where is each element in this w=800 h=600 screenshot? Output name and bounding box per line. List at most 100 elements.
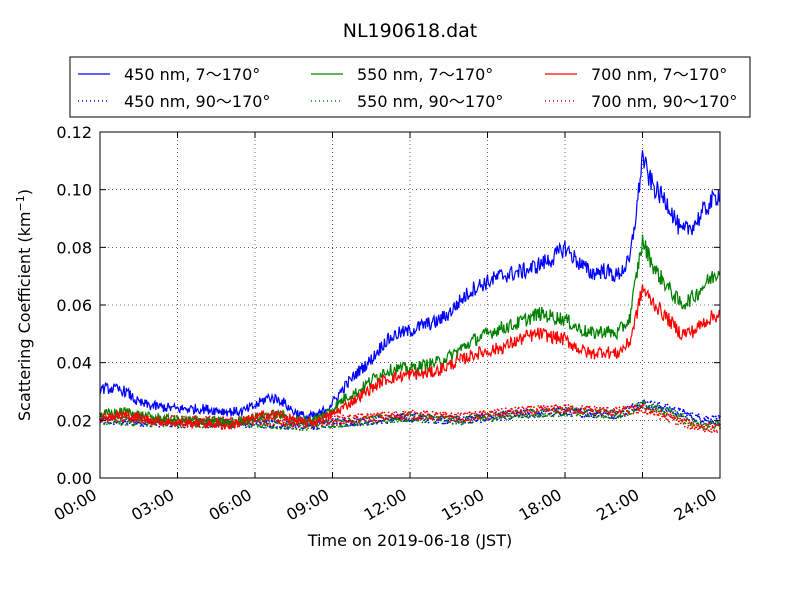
data-point [527,417,530,419]
data-point [696,424,699,427]
data-point [269,422,272,425]
data-point [609,410,612,412]
data-point [644,411,647,413]
data-point [611,417,614,420]
data-point [500,411,502,414]
data-point [611,411,614,414]
data-point [471,422,473,424]
data-point [353,417,356,420]
data-point [643,399,646,402]
data-point [694,414,697,417]
data-point [286,423,289,426]
data-point [318,422,321,425]
data-point [108,422,111,425]
data-point [338,425,340,428]
data-point [409,419,411,422]
y-tick-label: 0.08 [56,238,92,257]
data-point [120,424,123,426]
data-point [429,415,431,418]
data-point [280,425,283,428]
data-point [391,412,393,415]
data-point [646,401,649,404]
data-point [504,411,506,414]
data-point [394,418,397,421]
data-point [443,420,446,422]
data-point [596,412,599,415]
data-point [569,411,572,414]
data-point [661,413,664,416]
data-point [132,419,134,422]
data-point [385,417,388,420]
data-point [675,423,677,426]
data-point [672,418,675,421]
legend-label: 450 nm, 7～170° [124,65,260,84]
data-point [650,400,653,403]
data-point [271,420,274,423]
data-point [526,411,529,414]
data-point [703,430,706,433]
data-point [342,422,345,425]
data-point [413,416,416,419]
data-point [488,415,491,418]
data-point [550,415,553,418]
data-point [486,417,489,420]
data-point [658,404,661,407]
data-point [283,418,285,421]
data-point [373,422,376,424]
series-line [99,234,721,427]
data-point [648,408,650,411]
data-point [623,407,626,410]
data-point [495,413,498,416]
data-point [281,419,284,422]
data-point [402,412,405,415]
data-point [401,418,404,420]
data-point [531,414,533,417]
data-point [697,413,700,416]
data-point [472,417,475,420]
data-point [412,420,415,422]
data-point [712,415,715,418]
data-point [551,409,554,412]
data-point [328,421,331,424]
data-point [701,426,704,429]
data-point [659,405,662,408]
data-point [666,412,668,415]
data-point [142,425,145,428]
data-point [362,423,365,426]
data-point [324,426,327,429]
data-point [657,414,660,417]
data-point [491,420,494,422]
data-point [384,421,387,424]
data-point [364,415,367,418]
data-point [312,425,315,428]
data-point [667,413,670,416]
data-point [513,415,515,418]
data-point [614,411,617,413]
data-point [291,425,294,428]
data-point [361,413,364,416]
data-point [580,407,583,410]
data-point [427,421,430,424]
data-point [316,426,319,429]
data-point [439,412,442,414]
data-point [369,415,371,418]
data-point [420,418,423,421]
data-point [407,414,409,417]
data-point [684,416,687,418]
data-point [505,414,508,417]
data-point [387,411,390,414]
data-point [668,406,671,409]
data-point [526,410,529,412]
data-point [636,407,639,410]
data-point [557,411,560,414]
data-point [714,424,717,427]
data-point [707,417,710,420]
data-point [665,409,668,412]
data-point [137,421,140,423]
y-tick-label: 0.10 [56,181,92,200]
data-point [688,419,690,422]
data-point [301,429,304,432]
data-point [396,416,399,419]
data-point [588,415,591,418]
data-point [491,410,494,413]
